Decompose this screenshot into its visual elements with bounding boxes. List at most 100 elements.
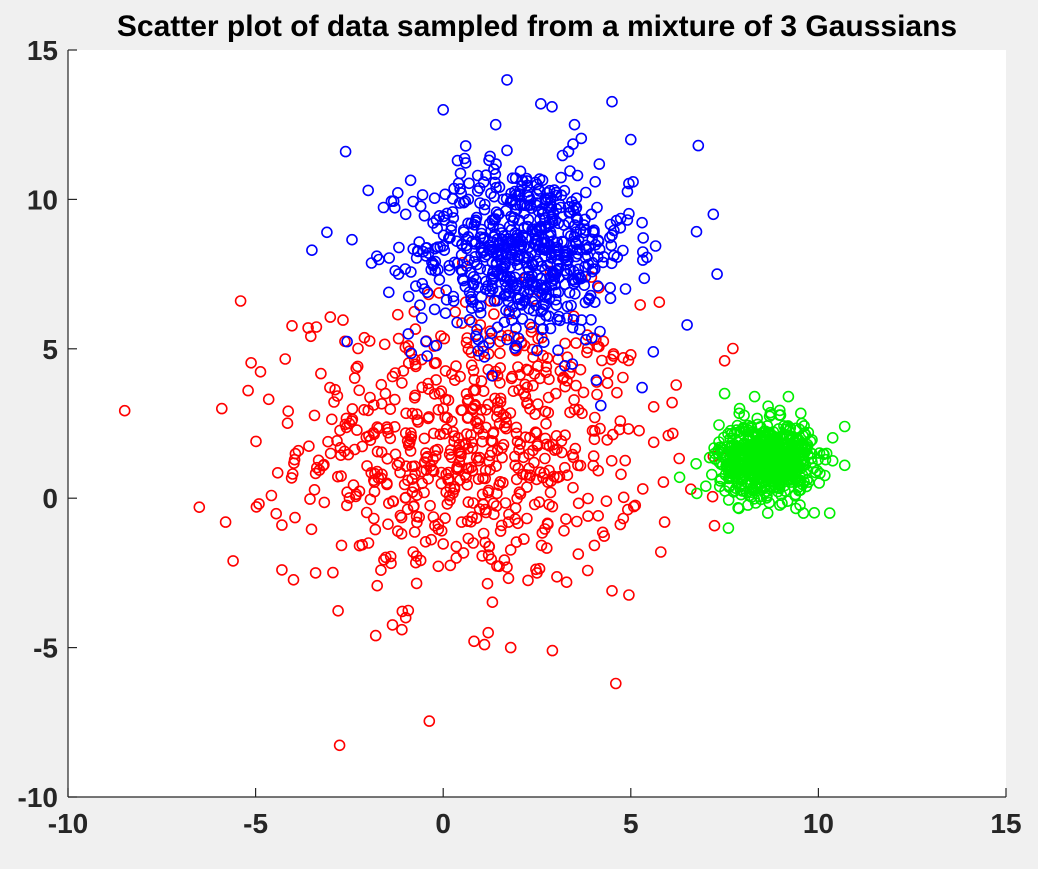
- data-point: [617, 491, 630, 504]
- data-point: [596, 526, 609, 539]
- data-point: [406, 460, 418, 473]
- data-point: [621, 185, 634, 198]
- data-point: [605, 353, 618, 366]
- data-point: [379, 387, 392, 400]
- data-point: [523, 448, 535, 460]
- data-point: [542, 229, 555, 242]
- data-point: [478, 351, 491, 363]
- data-point: [375, 397, 388, 410]
- data-point: [514, 488, 527, 500]
- data-point: [474, 307, 487, 319]
- data-point: [408, 353, 421, 366]
- data-point: [406, 407, 419, 420]
- y-tick-label: 5: [42, 334, 58, 365]
- axes-layer: -10 -5 0 5 10 15 -10 -5 0 5 10 15: [18, 35, 1022, 839]
- data-point: [310, 461, 323, 474]
- data-point: [540, 438, 553, 451]
- data-point: [745, 420, 757, 433]
- data-point: [482, 486, 495, 499]
- data-point: [400, 407, 412, 420]
- data-point: [539, 250, 551, 262]
- data-point: [521, 397, 533, 410]
- data-point: [539, 432, 552, 445]
- data-point: [459, 280, 472, 293]
- data-point: [505, 372, 518, 385]
- data-point: [585, 332, 598, 344]
- data-point: [623, 177, 635, 190]
- data-point: [472, 454, 485, 467]
- data-point: [444, 232, 456, 244]
- data-point: [471, 323, 483, 336]
- data-point: [475, 375, 488, 387]
- data-point: [744, 432, 756, 445]
- data-point: [727, 342, 739, 355]
- data-point: [364, 391, 376, 404]
- data-point: [392, 268, 405, 280]
- data-point: [253, 498, 265, 510]
- data-point: [666, 396, 678, 409]
- data-point: [551, 471, 564, 484]
- data-point: [528, 456, 540, 469]
- data-point: [327, 566, 339, 579]
- data-point: [418, 210, 431, 222]
- data-point: [270, 507, 283, 520]
- data-point: [559, 337, 571, 350]
- data-point: [384, 403, 397, 416]
- data-point: [658, 516, 671, 528]
- data-point: [250, 435, 262, 448]
- data-point: [288, 457, 300, 470]
- data-point: [409, 280, 422, 292]
- data-point: [494, 475, 507, 488]
- data-point: [322, 435, 334, 448]
- data-point: [484, 463, 496, 476]
- data-point: [343, 492, 356, 504]
- data-point: [440, 468, 453, 481]
- data-point: [558, 359, 571, 372]
- data-point: [559, 380, 571, 393]
- data-point: [345, 415, 358, 427]
- data-point: [250, 501, 263, 513]
- data-point: [491, 411, 503, 423]
- data-point: [467, 270, 480, 283]
- data-point: [462, 496, 475, 508]
- data-point: [358, 403, 370, 416]
- data-point: [479, 503, 492, 516]
- data-point: [510, 536, 523, 548]
- data-point: [463, 313, 476, 326]
- data-point: [351, 424, 363, 436]
- data-point: [416, 189, 429, 201]
- data-point: [737, 469, 750, 482]
- data-point: [472, 345, 484, 357]
- data-point: [388, 393, 401, 406]
- data-point: [543, 498, 555, 511]
- data-point: [636, 483, 649, 495]
- data-point: [509, 307, 522, 320]
- data-point: [325, 413, 338, 426]
- data-point: [465, 429, 477, 441]
- data-point: [303, 440, 315, 453]
- data-point: [421, 450, 434, 463]
- data-point: [521, 179, 534, 192]
- data-point: [439, 512, 451, 525]
- data-point: [798, 475, 810, 488]
- data-point: [511, 258, 524, 271]
- data-point: [375, 446, 388, 459]
- data-point: [699, 480, 712, 493]
- data-point: [467, 364, 480, 377]
- data-point: [647, 400, 660, 413]
- data-point: [560, 513, 572, 525]
- data-point: [444, 559, 457, 572]
- data-point: [415, 312, 428, 324]
- data-point: [482, 549, 495, 561]
- data-point: [478, 231, 491, 244]
- data-point: [516, 198, 528, 211]
- data-point: [403, 345, 416, 358]
- data-point: [455, 264, 468, 276]
- data-point: [422, 472, 435, 485]
- data-point: [838, 420, 851, 433]
- data-point: [509, 513, 522, 525]
- data-point: [447, 295, 460, 307]
- data-point: [504, 544, 517, 556]
- data-point: [521, 481, 533, 493]
- data-point: [474, 262, 487, 275]
